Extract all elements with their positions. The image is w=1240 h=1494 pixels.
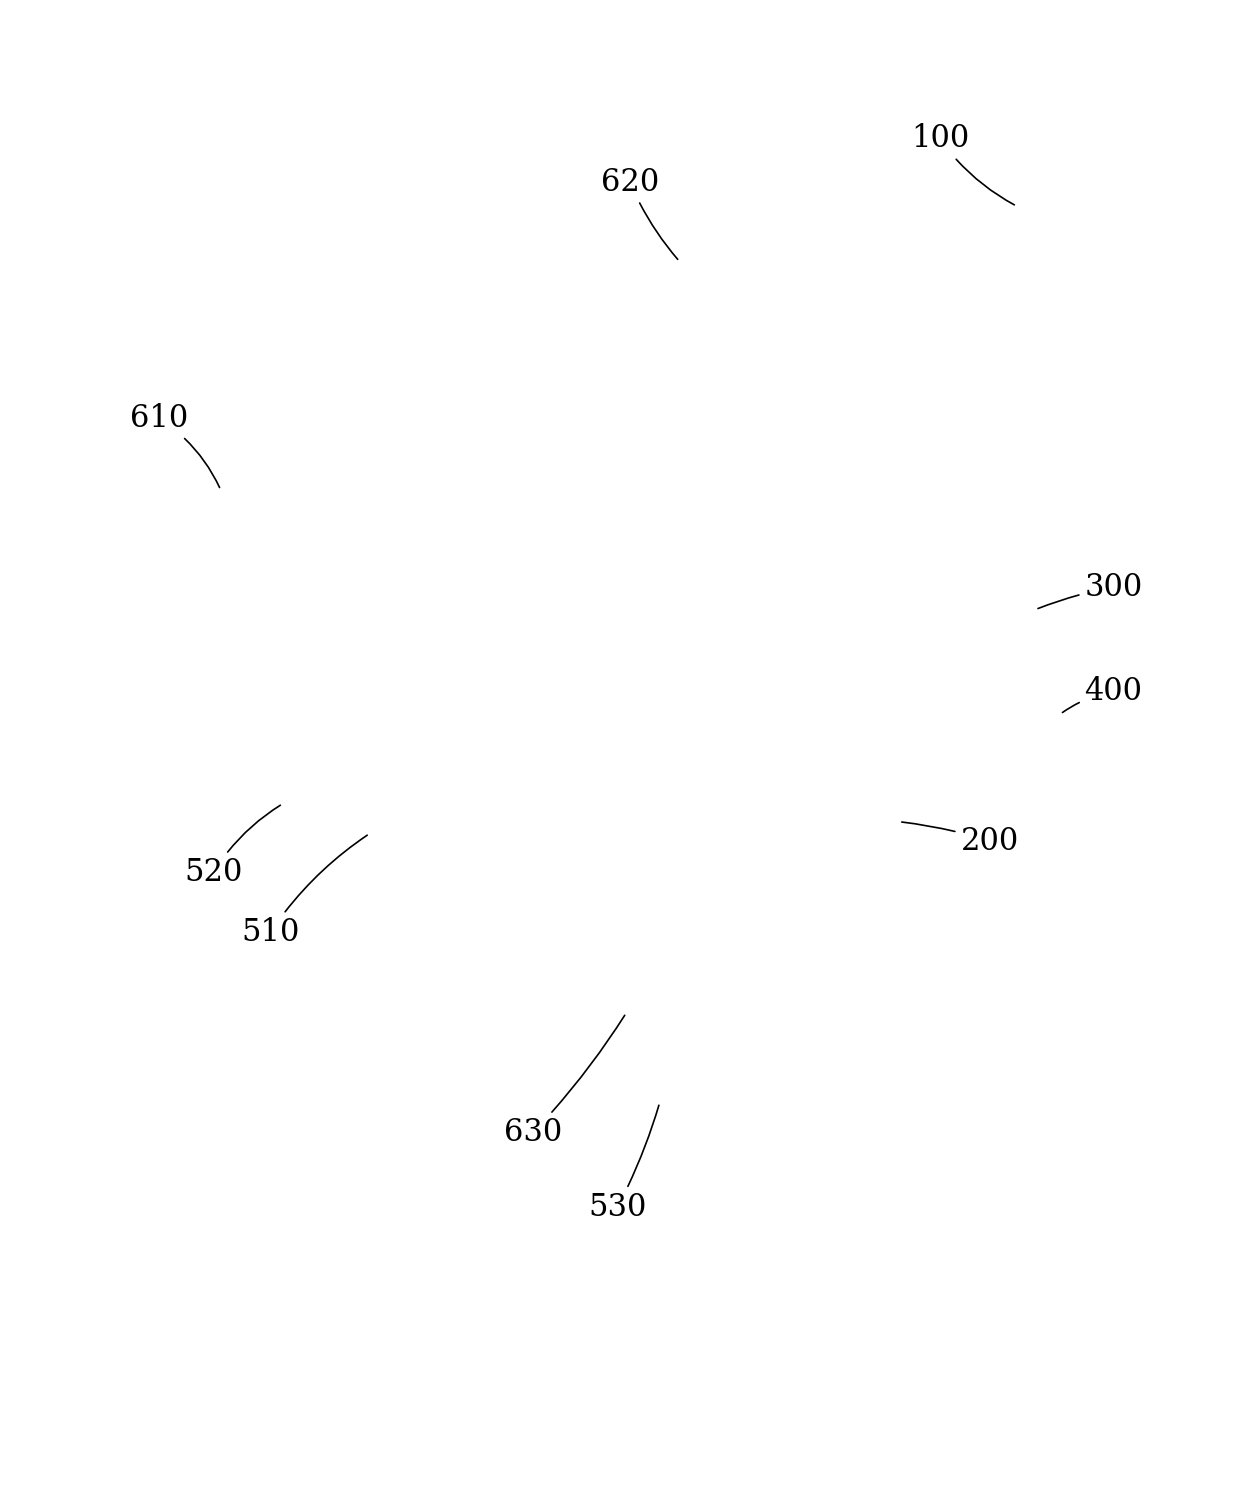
Text: 200: 200: [901, 822, 1018, 856]
Text: 620: 620: [601, 167, 678, 260]
Text: 400: 400: [1063, 677, 1142, 713]
Text: 520: 520: [184, 805, 280, 887]
Text: 530: 530: [588, 1106, 658, 1222]
Text: 100: 100: [911, 124, 1014, 205]
Text: 510: 510: [241, 835, 367, 947]
Text: 630: 630: [505, 1016, 625, 1147]
Text: 300: 300: [1038, 572, 1142, 608]
Text: 610: 610: [130, 403, 219, 487]
